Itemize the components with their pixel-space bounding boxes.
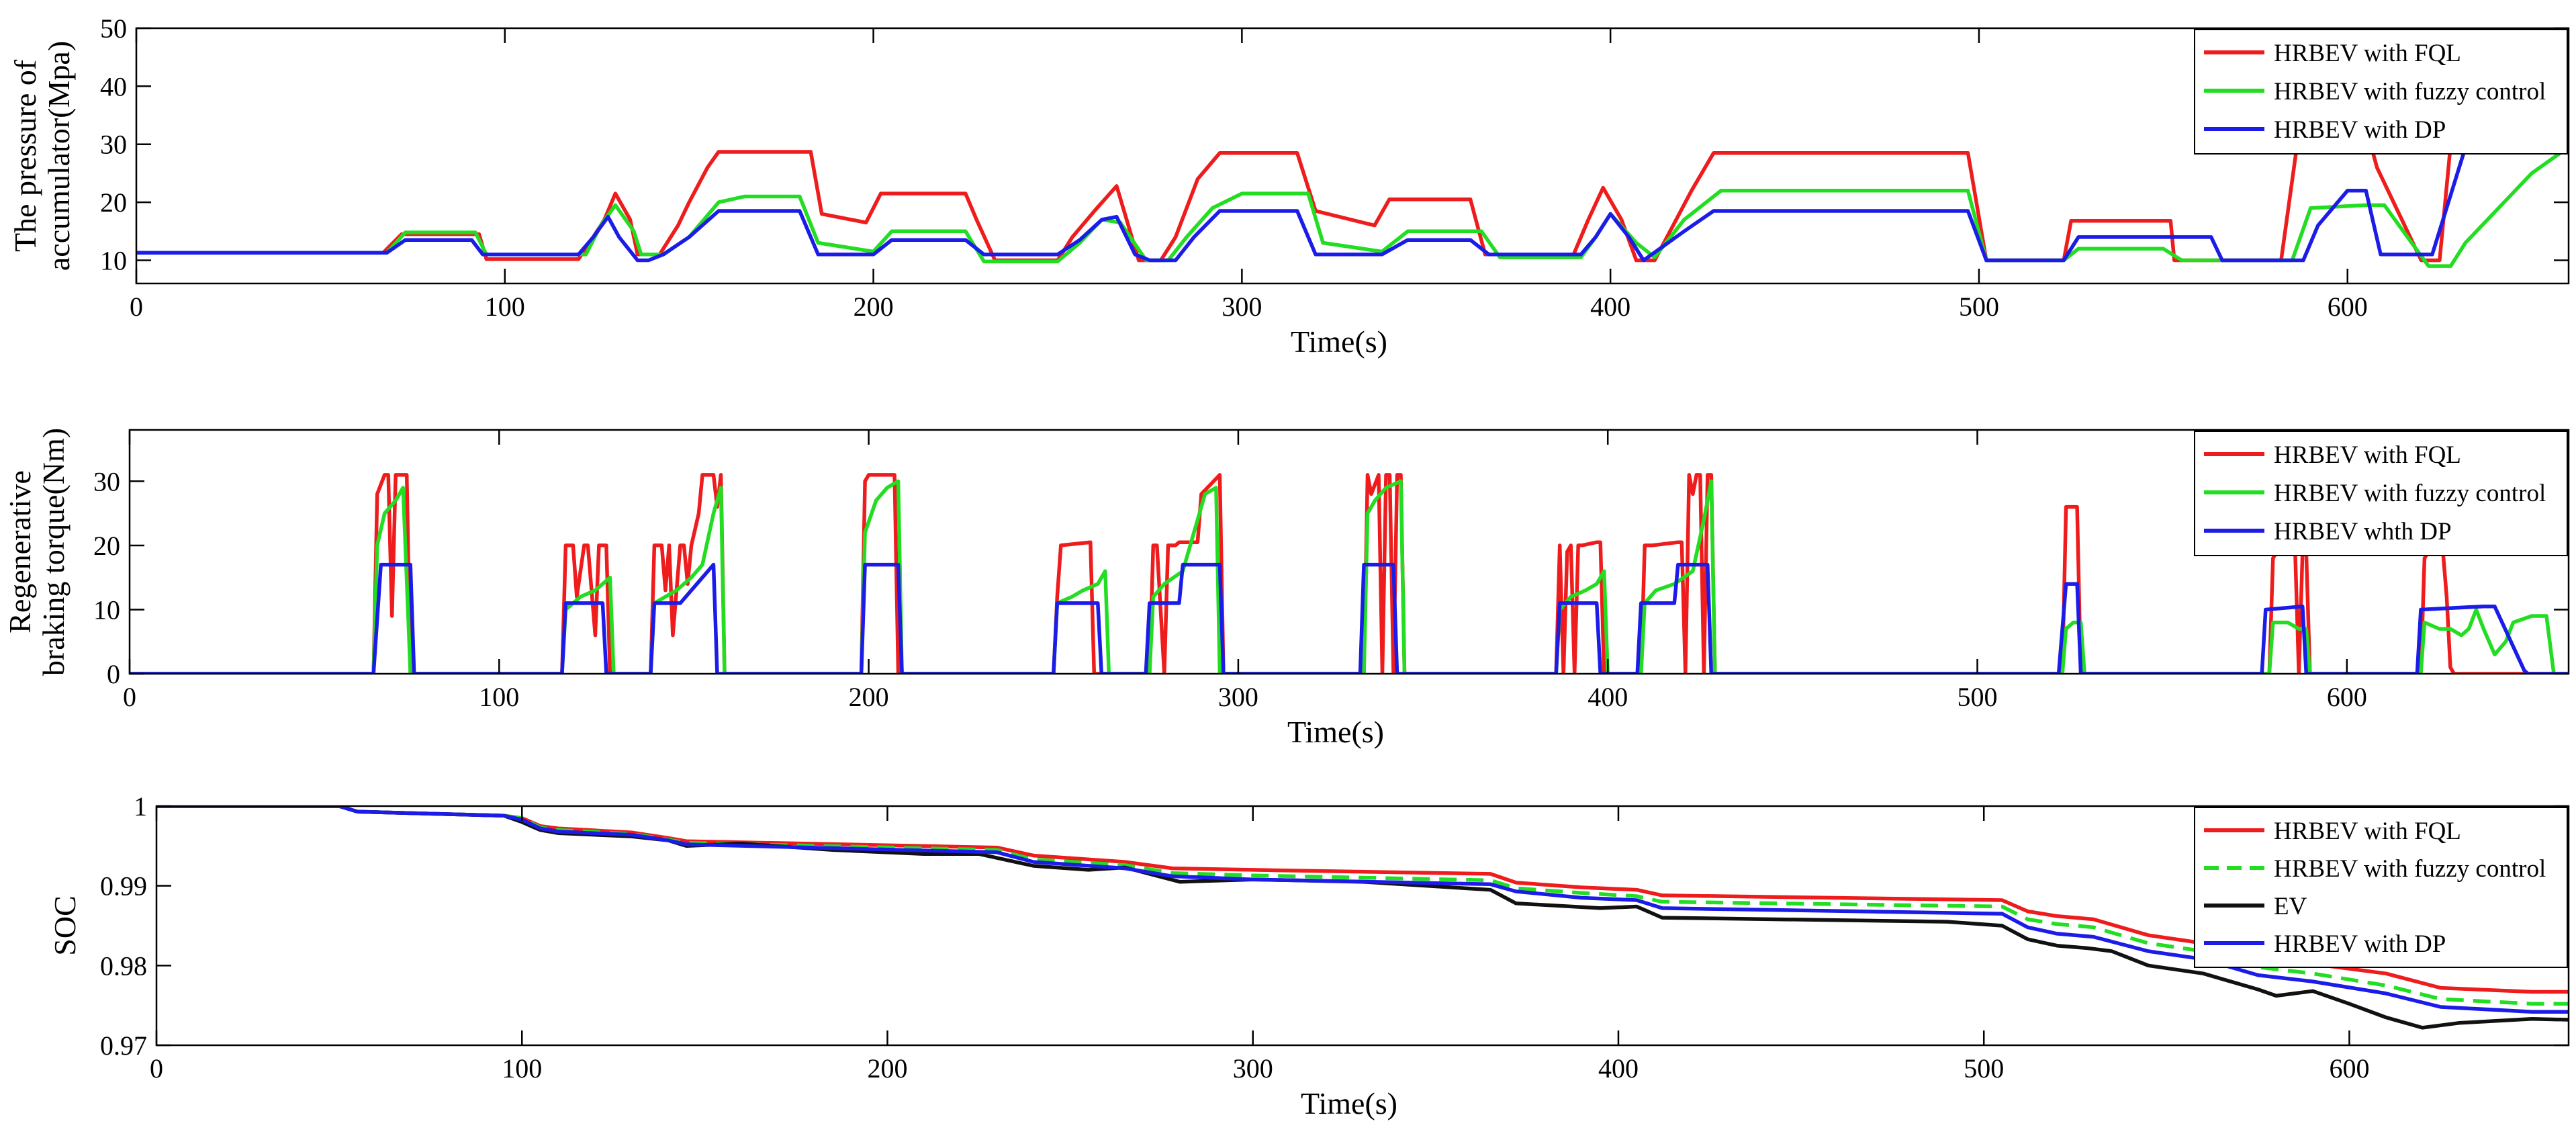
x-tick-label: 600 bbox=[2329, 1053, 2369, 1084]
x-tick-label: 0 bbox=[123, 682, 136, 712]
legend-label-hrbev-whth-dp: HRBEV whth DP bbox=[2274, 518, 2452, 545]
legend-label-hrbev-with-dp: HRBEV with DP bbox=[2274, 116, 2446, 144]
series-line-hrbev-whth-dp bbox=[130, 562, 2569, 674]
y-tick-label: 30 bbox=[100, 130, 127, 160]
x-tick-label: 100 bbox=[479, 682, 519, 712]
legend-label-hrbev-with-fuzzy-control: HRBEV with fuzzy control bbox=[2274, 480, 2546, 507]
y-tick-label: 10 bbox=[100, 245, 127, 275]
plot-frame bbox=[128, 429, 2570, 675]
legend-label-ev: EV bbox=[2274, 893, 2307, 920]
y-axis-title-line: accumulator(Mpa) bbox=[42, 41, 76, 271]
y-tick-label: 40 bbox=[100, 71, 127, 101]
series-line-hrbev-with-dp bbox=[136, 134, 2569, 263]
x-tick-label: 400 bbox=[1588, 682, 1628, 712]
series-line-hrbev-with-fql bbox=[130, 473, 2569, 674]
legend-label-hrbev-with-dp: HRBEV with DP bbox=[2274, 930, 2446, 958]
y-axis-title-line: Regenerative bbox=[3, 470, 37, 633]
y-axis-title-line: SOC bbox=[48, 895, 82, 955]
legend: HRBEV with FQL HRBEV with fuzzy control HR… bbox=[2194, 431, 2568, 556]
y-tick-label: 50 bbox=[100, 13, 127, 44]
chart-accumulator-pressure: 0 100 200 300 400 500 600 10 20 30 40 50 Time(s) The … bbox=[8, 13, 2570, 359]
y-tick-label: 0 bbox=[107, 659, 120, 689]
series-line-hrbev-with-dp bbox=[156, 806, 2569, 1014]
y-tick-label: 0.99 bbox=[100, 871, 147, 901]
legend: HRBEV with FQL HRBEV with fuzzy control EV… bbox=[2194, 807, 2568, 968]
x-tick-label: 500 bbox=[1964, 1053, 2004, 1084]
x-tick-label: 0 bbox=[150, 1053, 163, 1084]
y-tick-label: 0.97 bbox=[100, 1030, 147, 1061]
legend-box bbox=[2194, 29, 2568, 155]
legend-label-hrbev-with-fql: HRBEV with FQL bbox=[2274, 441, 2461, 469]
y-tick-label: 10 bbox=[93, 595, 120, 625]
x-tick-label: 0 bbox=[130, 292, 143, 322]
y-axis-title-line: braking torque(Nm) bbox=[36, 428, 71, 676]
y-tick-label: 20 bbox=[93, 531, 120, 561]
series-line-hrbev-with-fuzzy-control bbox=[136, 145, 2569, 268]
x-axis-title: Time(s) bbox=[1287, 715, 1384, 749]
x-tick-label: 300 bbox=[1222, 292, 1262, 322]
plot-frame bbox=[135, 27, 2570, 285]
legend-label-hrbev-with-fuzzy-control: HRBEV with fuzzy control bbox=[2274, 855, 2546, 883]
x-tick-label: 200 bbox=[867, 1053, 907, 1084]
x-tick-label: 400 bbox=[1598, 1053, 1639, 1084]
legend-label-hrbev-with-fql: HRBEV with FQL bbox=[2274, 40, 2461, 67]
chart-regenerative-braking-torque: 0 100 200 300 400 500 600 0 10 20 30 Time(s) Regener… bbox=[3, 428, 2570, 749]
legend: HRBEV with FQL HRBEV with fuzzy control HR… bbox=[2194, 29, 2568, 155]
x-tick-label: 600 bbox=[2327, 682, 2367, 712]
legend-box bbox=[2194, 807, 2568, 968]
chart-soc: 0 100 200 300 400 500 600 0.97 0.98 0.99 1 Time(s) S… bbox=[48, 791, 2570, 1120]
x-tick-label: 600 bbox=[2328, 292, 2368, 322]
legend-label-hrbev-with-fuzzy-control: HRBEV with fuzzy control bbox=[2274, 78, 2546, 105]
x-tick-label: 100 bbox=[502, 1053, 542, 1084]
y-tick-label: 0.98 bbox=[100, 951, 147, 981]
x-tick-label: 300 bbox=[1218, 682, 1258, 712]
x-tick-label: 500 bbox=[1958, 682, 1998, 712]
x-tick-label: 100 bbox=[485, 292, 525, 322]
series-line-hrbev-with-fuzzy-control bbox=[130, 479, 2569, 674]
x-tick-label: 500 bbox=[1959, 292, 1999, 322]
y-tick-label: 20 bbox=[100, 187, 127, 218]
x-tick-label: 200 bbox=[849, 682, 889, 712]
y-tick-label: 1 bbox=[134, 791, 147, 822]
x-axis-title: Time(s) bbox=[1301, 1086, 1397, 1120]
y-tick-label: 30 bbox=[93, 466, 120, 496]
x-tick-label: 400 bbox=[1590, 292, 1630, 322]
x-tick-label: 300 bbox=[1233, 1053, 1273, 1084]
plot-frame bbox=[155, 805, 2570, 1047]
y-axis-title-line: The pressure of bbox=[8, 59, 42, 252]
x-axis-title: Time(s) bbox=[1291, 324, 1387, 359]
legend-label-hrbev-with-fql: HRBEV with FQL bbox=[2274, 818, 2461, 845]
x-tick-label: 200 bbox=[854, 292, 894, 322]
